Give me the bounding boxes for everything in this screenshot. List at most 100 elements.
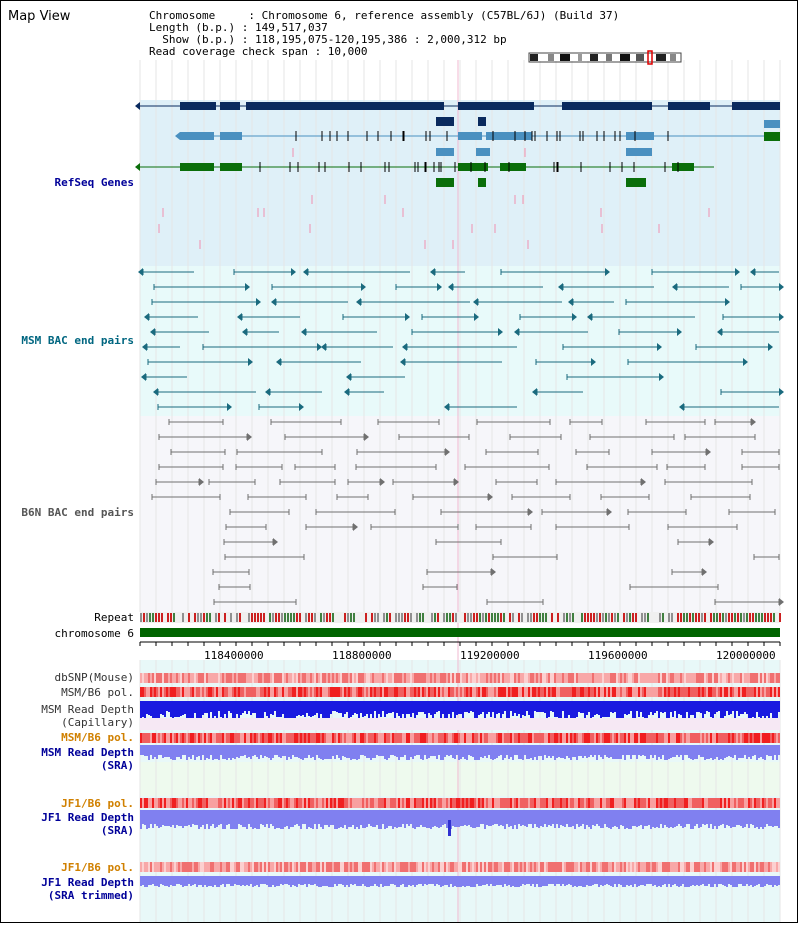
msm-depth-capillary-bar — [772, 701, 774, 720]
dbsnp-heat-cell — [690, 673, 692, 683]
msm-depth-capillary-bar — [742, 701, 744, 714]
msm-depth-capillary-bar — [304, 701, 306, 717]
msm-bac-arrow — [430, 268, 435, 276]
msm-b6-pol-heat-cell — [478, 687, 480, 697]
msm-b6-pol-heat-cell — [168, 687, 170, 697]
msm-depth-capillary-bar — [158, 701, 160, 718]
msm-depth-sra-bar — [152, 745, 154, 759]
msm-b6-pol-2-heat-cell — [384, 733, 386, 743]
dbsnp-heat-cell — [334, 673, 336, 683]
jf1-b6-pol-heat-cell — [202, 798, 204, 808]
dbsnp-heat-cell — [702, 673, 704, 683]
dbsnp-heat-cell — [584, 673, 586, 683]
msm-b6-pol-heat-cell — [250, 687, 252, 697]
jf1-b6-pol-2-heat-cell — [734, 862, 736, 872]
msm-depth-sra-bar — [552, 745, 554, 756]
jf1-depth-sra-bar — [554, 810, 556, 828]
msm-depth-sra-bar — [210, 745, 212, 755]
jf1-depth-sra-bar — [602, 810, 604, 828]
jf1-depth-sra-bar — [744, 810, 746, 827]
jf1-b6-pol-heat-cell — [738, 798, 740, 808]
jf1-b6-pol-heat-cell — [714, 798, 716, 808]
dbsnp-heat-cell — [728, 673, 730, 683]
msm-bac-arrow — [402, 343, 407, 351]
msm-b6-pol-2-heat-cell — [268, 733, 270, 743]
msm-b6-pol-2-heat-cell — [328, 733, 330, 743]
msm-b6-pol-heat-cell — [344, 687, 346, 697]
dbsnp-heat-cell — [558, 673, 560, 683]
jf1-depth-trimmed-bar — [346, 876, 348, 885]
jf1-b6-pol-2-heat-cell — [740, 862, 742, 872]
msm-b6-pol-heat-cell — [544, 687, 546, 697]
msm-depth-capillary-bar — [282, 701, 284, 714]
msm-depth-capillary-bar — [626, 701, 628, 715]
repeat-element — [365, 613, 367, 622]
jf1-depth-trimmed-bar — [710, 876, 712, 887]
msm-b6-pol-2-heat-cell — [404, 733, 406, 743]
msm-depth-sra-bar — [666, 745, 668, 760]
msm-depth-sra-bar — [296, 745, 298, 757]
jf1-b6-pol-2-heat-cell — [382, 862, 384, 872]
dbsnp-heat-cell — [242, 673, 244, 683]
msm-b6-pol-heat-cell — [760, 687, 762, 697]
jf1-b6-pol-heat-cell — [480, 798, 482, 808]
dbsnp-heat-cell — [648, 673, 650, 683]
refseq-genes-label[interactable]: RefSeq Genes — [54, 176, 134, 189]
msm-b6-pol-heat-cell — [310, 687, 312, 697]
jf1-depth-trimmed-bar — [526, 876, 528, 884]
msm-b6-pol-2-heat-cell — [312, 733, 314, 743]
msm-depth-sra-bar — [606, 745, 608, 757]
msm-depth-capillary-bar — [312, 701, 314, 716]
msm-depth-capillary-bar — [616, 701, 618, 719]
msm-depth-sra-bar — [582, 745, 584, 758]
jf1-b6-pol-heat-cell — [722, 798, 724, 808]
dbsnp-heat-cell — [162, 673, 164, 683]
jf1-b6-pol-heat-cell — [158, 798, 160, 808]
jf1-depth-trimmed-bar — [422, 876, 424, 886]
msm-b6-pol-2-heat-cell — [262, 733, 264, 743]
jf1-b6-pol-2-heat-cell — [758, 862, 760, 872]
repeat-element — [326, 613, 328, 622]
jf1-depth-trimmed-bar — [682, 876, 684, 884]
jf1-b6-pol-2-heat-cell — [322, 862, 324, 872]
jf1-depth-sra-bar — [370, 810, 372, 826]
msm-depth-capillary-bar — [700, 701, 702, 713]
jf1-depth-sra-bar — [484, 810, 486, 829]
msm-depth-capillary-bar — [766, 701, 768, 716]
msm-b6-pol-2-heat-cell — [580, 733, 582, 743]
msm-depth-sra-bar — [664, 745, 666, 760]
msm-depth-capillary-bar — [518, 701, 520, 714]
dbsnp-heat-cell — [764, 673, 766, 683]
msm-b6-pol-heat-cell — [528, 687, 530, 697]
jf1-depth-trimmed-bar — [746, 876, 748, 884]
jf1-depth-sra-bar — [172, 810, 174, 825]
dbsnp-heat-cell — [716, 673, 718, 683]
msm-depth-capillary-bar — [160, 701, 162, 714]
jf1-depth-trimmed-bar — [562, 876, 564, 884]
msm-depth-capillary-bar — [540, 701, 542, 712]
msm-b6-pol-2-heat-cell — [462, 733, 464, 743]
msm-depth-capillary-bar — [682, 701, 684, 720]
msm-b6-pol-2-heat-cell — [410, 733, 412, 743]
msm-bac-arrow — [568, 298, 573, 306]
dbsnp-heat-cell — [594, 673, 596, 683]
msm-b6-pol-heat-cell — [552, 687, 554, 697]
msm-b6-pol-2-heat-cell — [414, 733, 416, 743]
msm-depth-capillary-bar — [320, 701, 322, 714]
jf1-b6-pol-heat-cell — [298, 798, 300, 808]
msm-depth-sra-bar — [762, 745, 764, 759]
jf1-b6-pol-heat-cell — [318, 798, 320, 808]
jf1-depth-trimmed-bar — [532, 876, 534, 884]
msm-b6-pol-2-heat-cell — [202, 733, 204, 743]
msm-depth-sra-bar — [596, 745, 598, 760]
msm-b6-pol-heat-cell — [396, 687, 398, 697]
msm-depth-sra-bar — [526, 745, 528, 759]
b6n-bac-end-pairs-label[interactable]: B6N BAC end pairs — [21, 506, 134, 519]
msm-b6-pol-heat-cell — [732, 687, 734, 697]
jf1-b6-pol-heat-cell — [596, 798, 598, 808]
msm-bac-end-pairs-label[interactable]: MSM BAC end pairs — [21, 334, 134, 347]
repeat-element — [488, 613, 490, 622]
msm-b6-pol-heat-cell — [258, 687, 260, 697]
msm-depth-capillary-bar — [672, 701, 674, 717]
jf1-depth-sra-bar — [150, 810, 152, 824]
